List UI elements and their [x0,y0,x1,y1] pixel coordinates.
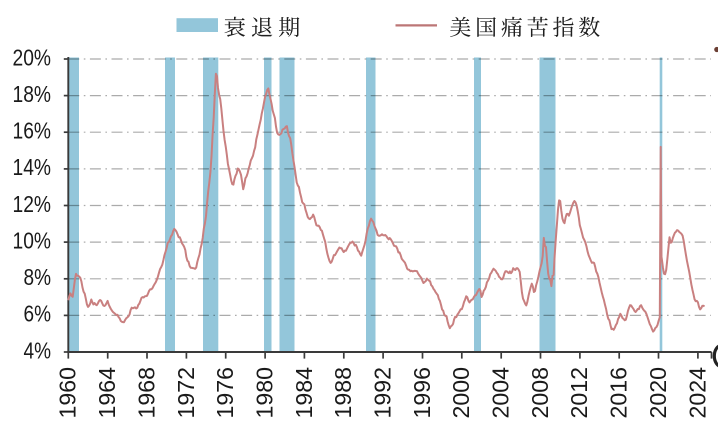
svg-text:1972: 1972 [173,367,199,419]
svg-text:1996: 1996 [409,367,435,419]
svg-text:14%: 14% [13,154,52,180]
svg-text:1976: 1976 [212,367,238,419]
svg-text:1968: 1968 [133,367,159,419]
svg-text:2024: 2024 [684,367,710,419]
svg-text:2000: 2000 [448,367,474,419]
svg-text:2008: 2008 [527,367,553,419]
svg-text:16%: 16% [13,118,52,144]
svg-text:2004: 2004 [488,367,514,419]
svg-text:2020: 2020 [645,367,671,419]
svg-text:10%: 10% [13,227,52,253]
svg-text:12%: 12% [13,191,52,217]
svg-text:1964: 1964 [94,367,120,419]
svg-text:18%: 18% [13,81,52,107]
svg-text:20%: 20% [13,44,52,70]
svg-text:8%: 8% [24,264,52,290]
svg-text:2012: 2012 [566,367,592,419]
svg-text:6%: 6% [24,301,52,327]
svg-text:1960: 1960 [55,367,81,419]
svg-text:4%: 4% [24,337,52,363]
svg-text:1984: 1984 [291,367,317,419]
svg-text:2016: 2016 [606,367,632,419]
svg-text:1988: 1988 [330,367,356,419]
svg-text:1992: 1992 [370,367,396,419]
svg-text:1980: 1980 [251,367,277,419]
